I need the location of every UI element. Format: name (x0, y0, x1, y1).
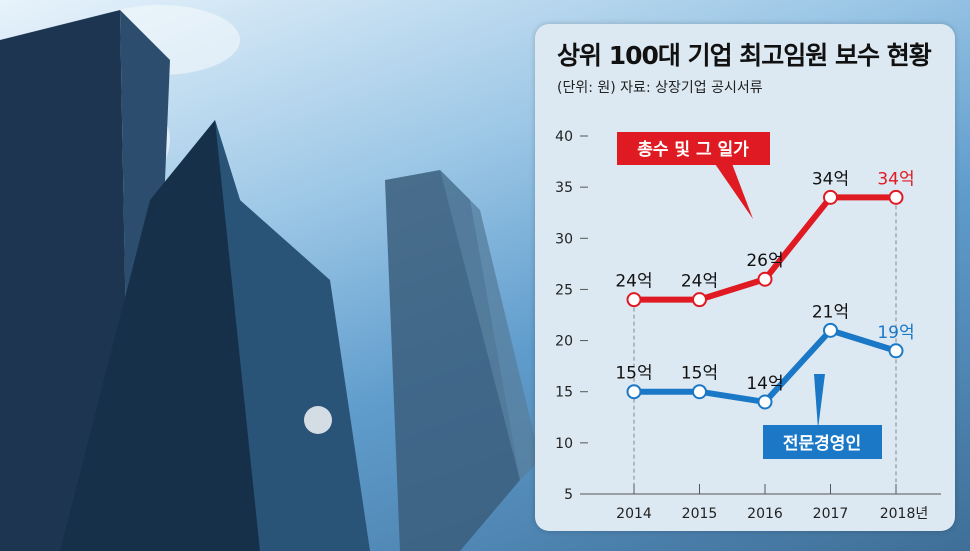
blue-callout-pointer (814, 374, 825, 429)
data-point (692, 384, 707, 400)
data-label: 34억 (877, 169, 914, 189)
data-label: 24억 (681, 272, 718, 292)
blue-legend-box (763, 425, 882, 459)
x-tick-label: 2016 (747, 506, 783, 522)
y-tick-label: 15 (555, 385, 573, 401)
data-label: 19억 (877, 323, 914, 343)
y-tick-label: 40 (555, 129, 573, 145)
data-point (626, 292, 642, 308)
data-label: 24억 (615, 272, 652, 292)
data-label: 34억 (812, 169, 849, 189)
red-legend-label: 총수 및 그 일가 (637, 140, 749, 160)
data-point (823, 322, 838, 338)
data-label: 21억 (812, 302, 849, 322)
data-point (888, 189, 904, 205)
data-label: 15억 (615, 364, 652, 384)
data-point (692, 292, 707, 308)
y-tick-label: 25 (555, 282, 573, 298)
data-point (757, 271, 773, 287)
x-tick-label: 2018년 (880, 506, 929, 522)
data-point (626, 384, 642, 400)
data-label: 14억 (746, 374, 783, 394)
data-label: 15억 (681, 364, 718, 384)
x-tick-label: 2014 (616, 506, 652, 522)
data-point (823, 189, 838, 205)
y-tick-label: 35 (555, 180, 573, 196)
y-tick-label: 30 (555, 231, 573, 247)
chart-panel: 상위 100대 기업 최고임원 보수 현황 (단위: 원) 자료: 상장기업 공… (535, 24, 955, 531)
chart-subtitle: (단위: 원) 자료: 상장기업 공시서류 (557, 80, 763, 96)
red-callout-pointer (713, 161, 753, 219)
data-point (757, 394, 773, 410)
red-legend-box (617, 132, 770, 165)
y-tick-label: 20 (555, 334, 573, 350)
line-chart: 5 10 15 20 25 30 35 40 2014 2015 2016 2017 2018년 총수 및… (555, 129, 941, 522)
x-tick-label: 2017 (813, 506, 849, 522)
y-tick-label: 5 (564, 487, 573, 503)
data-point (888, 343, 904, 359)
data-label: 26억 (746, 251, 783, 271)
y-tick-label: 10 (555, 436, 573, 452)
chart-title: 상위 100대 기업 최고임원 보수 현황 (557, 41, 932, 70)
x-tick-label: 2015 (682, 506, 718, 522)
blue-legend-label: 전문경영인 (783, 434, 861, 454)
